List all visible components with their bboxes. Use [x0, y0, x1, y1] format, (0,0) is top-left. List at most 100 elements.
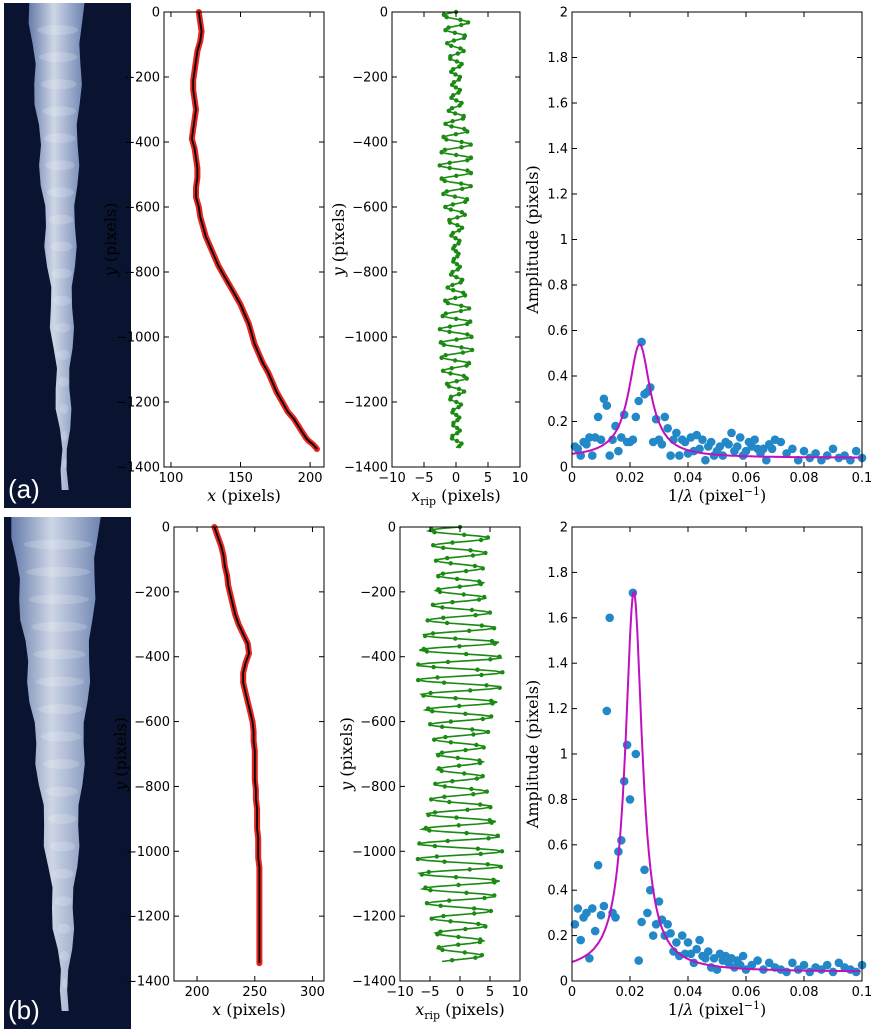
y-tick-label: 0: [152, 6, 160, 21]
ripple-point: [462, 126, 467, 132]
ripple-point: [454, 576, 460, 582]
y-tick-label: −800: [360, 780, 396, 795]
y-tick-label: −1000: [116, 331, 160, 346]
data-point: [634, 396, 643, 406]
icicle-ripple-highlight: [45, 160, 75, 171]
data-point: [573, 444, 583, 454]
data-point: [695, 444, 704, 454]
ripple-point: [479, 952, 485, 958]
ripple-point: [500, 670, 505, 675]
x-tick-label: 0.02: [616, 471, 645, 486]
x-tick-label: 0.08: [790, 471, 819, 486]
ripple-point: [456, 386, 462, 392]
y-tick-label: −1000: [352, 845, 396, 860]
ripple-point: [442, 859, 447, 864]
y-tick-label: −1400: [352, 975, 396, 990]
ripple-point: [480, 566, 485, 571]
ripple-point: [450, 282, 455, 288]
data-point: [692, 430, 701, 440]
ripple-point: [449, 366, 454, 371]
y-tick-label: −400: [360, 650, 396, 665]
data-point: [695, 935, 704, 945]
ripple-point: [462, 532, 467, 537]
data-point: [617, 433, 626, 442]
ripple-point: [458, 280, 463, 285]
ripple-point: [454, 815, 459, 820]
icicle-ripple-highlight: [54, 896, 73, 907]
y-tick-label: −600: [360, 715, 396, 730]
y-axis-label: Amplitude (pixels): [523, 680, 542, 829]
y-tick-label: 2: [560, 521, 568, 536]
plot-area: [570, 588, 867, 977]
ripple-point: [484, 789, 489, 794]
ripple-point: [440, 314, 445, 319]
y-tick-label: 1.2: [547, 702, 568, 717]
ripple-point: [465, 158, 470, 163]
data-point: [776, 437, 786, 447]
ripple-point: [439, 176, 444, 181]
ripple-point: [459, 210, 464, 215]
x-tick-label: 10: [512, 471, 529, 486]
icicle-ripple-highlight: [37, 25, 79, 36]
ripple-point: [415, 856, 421, 862]
y-tick-label: −400: [352, 136, 388, 151]
ripple-point: [437, 327, 443, 332]
chart-b-shape: 200 250 300 0 −200 −400 −600 −800 −1000 −1200 −140…: [111, 521, 325, 1020]
ripple-point: [439, 355, 444, 360]
ripple-point: [454, 98, 459, 103]
y-axis-label: y (pixels): [101, 203, 120, 278]
data-point: [686, 949, 696, 959]
icicle-ripple-highlight: [46, 187, 74, 198]
ripple-point: [425, 618, 430, 623]
data-point: [570, 920, 580, 929]
plot-area: [211, 524, 263, 967]
x-axis-label: 1/λ (pixel−1): [668, 485, 766, 505]
data-point: [599, 394, 609, 404]
ripple-point: [454, 152, 459, 158]
ripple-point: [451, 259, 456, 264]
ripple-point: [488, 805, 493, 810]
ripple-point: [489, 714, 494, 719]
plot-area: [570, 337, 867, 465]
data-point: [750, 435, 759, 445]
data-point: [788, 444, 797, 454]
y-tick-label: −600: [352, 201, 388, 216]
ripple-point: [446, 108, 451, 114]
x-tick-label: −10: [386, 985, 413, 1000]
x-tick-label: 0.04: [674, 471, 703, 486]
y-tick-label: −800: [134, 780, 170, 795]
data-point: [605, 451, 614, 460]
ripple-point: [476, 597, 482, 602]
ripple-point: [465, 20, 471, 25]
ripple-point: [416, 677, 421, 683]
icicle-ripple-highlight: [54, 322, 71, 333]
ripple-point: [440, 368, 446, 373]
data-point: [782, 449, 791, 458]
x-tick-label: 250: [242, 985, 267, 1000]
panel-letter: (a): [8, 474, 40, 504]
x-tick-label: −10: [378, 471, 405, 486]
data-point: [851, 446, 861, 456]
x-tick-label: 200: [185, 985, 210, 1000]
y-tick-label: 0.6: [547, 324, 568, 339]
x-axis-label: xrip (pixels): [411, 486, 501, 508]
ripple-point: [447, 329, 452, 334]
ripple-point: [453, 295, 458, 301]
ripple-point: [459, 139, 464, 145]
ripple-point: [457, 584, 462, 589]
ripple-point: [462, 293, 468, 298]
ripple-point: [462, 771, 467, 776]
plot-frame: [173, 526, 325, 982]
icicle-ripple-highlight: [48, 214, 74, 225]
icicle-ripple-highlight: [33, 649, 86, 660]
ripple-point: [468, 155, 474, 160]
data-point: [698, 435, 707, 445]
chart-a-shape: 100 150 200 0 −200 −400 −600 −800 −1000 −1200 −140…: [101, 6, 325, 505]
y-tick-label: −1200: [126, 910, 170, 925]
plot-panels: 100 150 2000−200−400−600−800−1000−1200−140…: [101, 6, 872, 1023]
ripple-point: [485, 729, 491, 735]
data-point: [741, 446, 751, 456]
icicle-ripple-highlight: [61, 430, 68, 441]
ripple-point: [457, 444, 462, 449]
ripple-point: [461, 373, 466, 379]
